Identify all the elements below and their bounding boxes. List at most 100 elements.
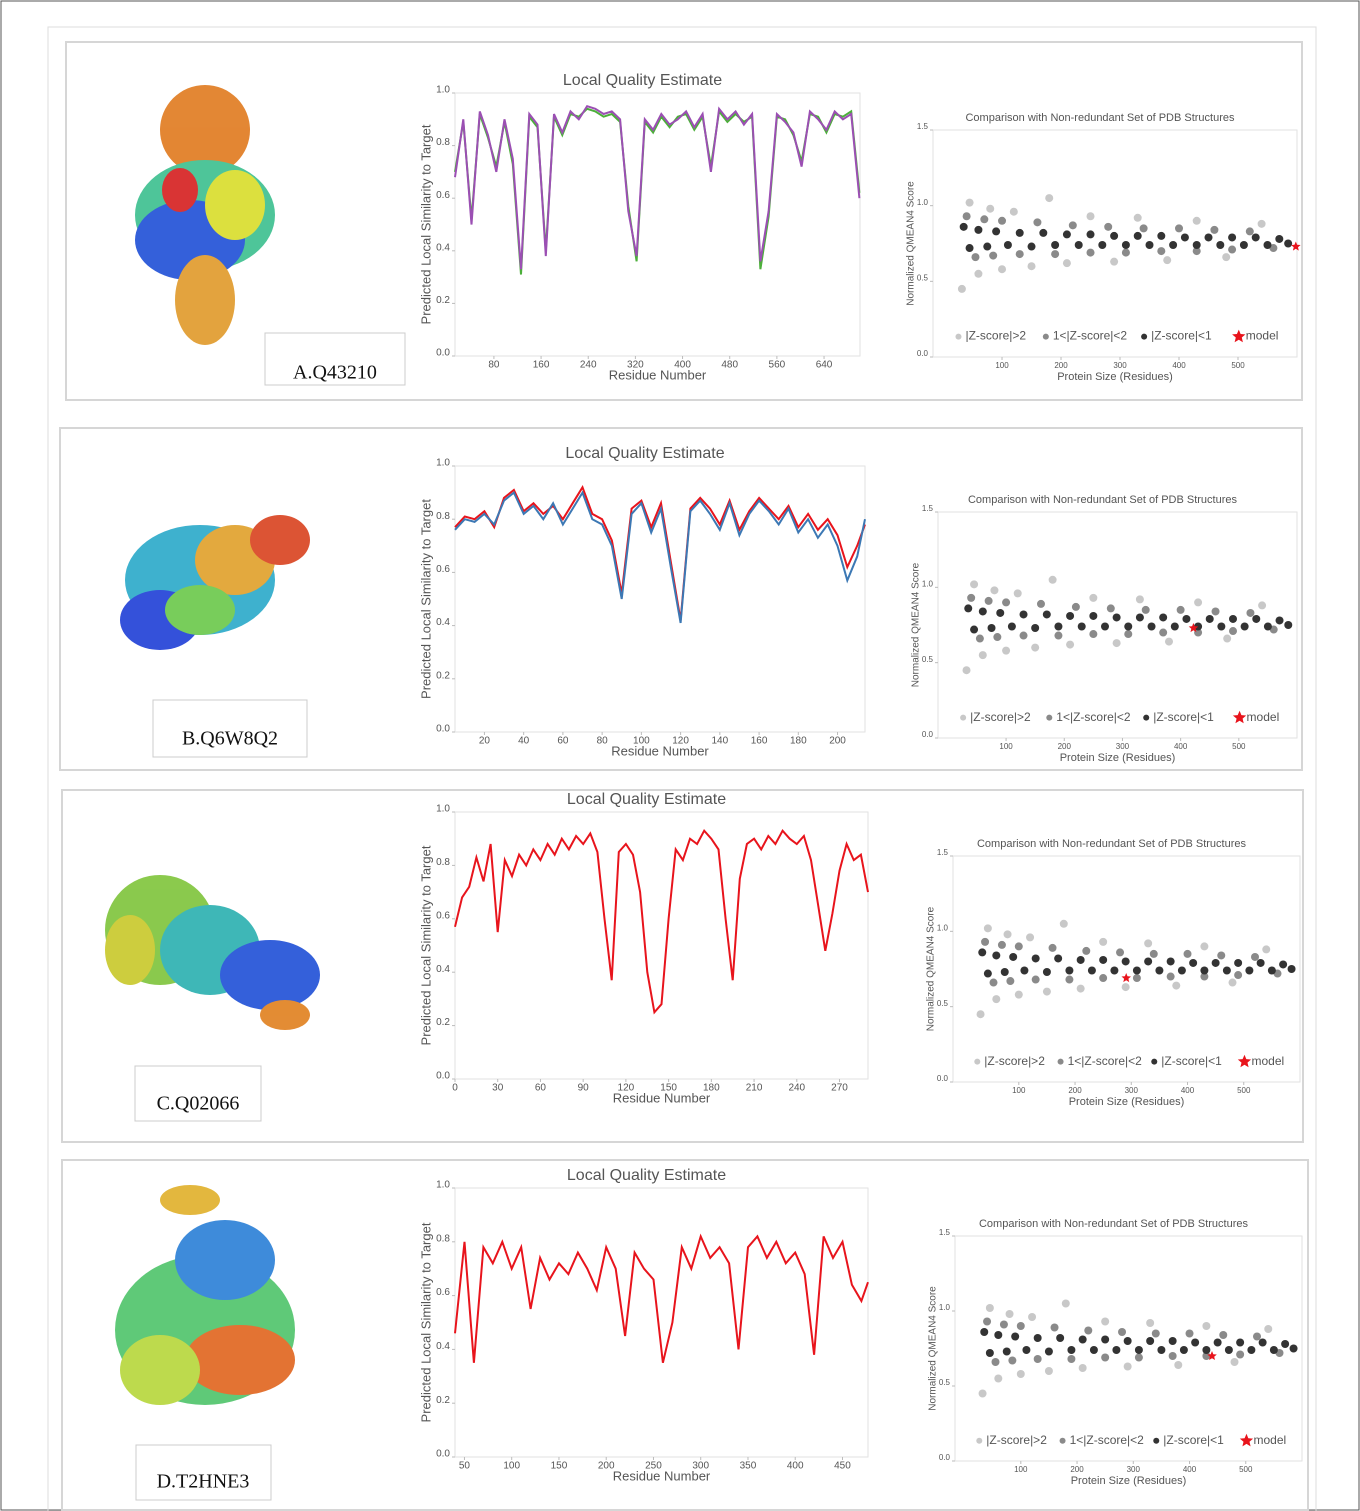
x-tick-label: 300 [1116, 742, 1130, 751]
scatter-point [1063, 259, 1071, 267]
x-tick-label: 500 [1231, 361, 1245, 370]
scatter-point [1150, 950, 1158, 958]
legend-label: |Z-score|>2 [970, 710, 1031, 724]
scatter-point [1253, 1333, 1261, 1341]
scatter-point [1222, 253, 1230, 261]
scatter-point [1004, 930, 1012, 938]
scatter-point [1107, 604, 1115, 612]
scatter-point [1099, 956, 1107, 964]
y-tick-label: 0.4 [436, 1341, 450, 1352]
x-tick-label: 400 [1172, 361, 1186, 370]
scatter-point [1236, 1351, 1244, 1359]
y-axis-label: Predicted Local Similarity to Target [418, 1222, 433, 1422]
scatter-point [974, 270, 982, 278]
scatter-point [1234, 971, 1242, 979]
scatter-point [1223, 967, 1231, 975]
scatter-point [1155, 967, 1163, 975]
scatter-point [1010, 208, 1018, 216]
scatter-point [1146, 241, 1154, 249]
legend-marker [1043, 334, 1049, 340]
scatter-point [1157, 247, 1165, 255]
scatter-point [1028, 1313, 1036, 1321]
x-tick-label: 200 [1058, 742, 1072, 751]
scatter-point [1045, 194, 1053, 202]
scatter-point [985, 597, 993, 605]
x-tick-label: 100 [1012, 1086, 1026, 1095]
scatter-point [1069, 221, 1077, 229]
scatter-point [1236, 1339, 1244, 1347]
chart-title: Local Quality Estimate [563, 72, 722, 89]
y-tick-label: 0.8 [436, 511, 450, 522]
scatter-point [1206, 615, 1214, 623]
x-tick-label: 100 [503, 1461, 520, 1472]
legend-marker [1046, 715, 1052, 721]
y-tick-label: 0.6 [436, 190, 450, 201]
scatter-point [1043, 610, 1051, 618]
scatter-point [1087, 212, 1095, 220]
scatter-point [1065, 967, 1073, 975]
scatter-point [1157, 232, 1165, 240]
x-tick-label: 90 [578, 1083, 590, 1094]
scatter-point [1075, 241, 1083, 249]
y-tick-label: 1.0 [436, 1180, 450, 1191]
scatter-point [1136, 595, 1144, 603]
scatter-point [1212, 959, 1220, 967]
chart-title: Local Quality Estimate [567, 791, 726, 808]
x-tick-label: 250 [645, 1461, 662, 1472]
scatter-point [1216, 241, 1224, 249]
scatter-point [1182, 615, 1190, 623]
chart-title: Comparison with Non-redundant Set of PDB… [977, 838, 1247, 850]
legend-label: model [1251, 1054, 1284, 1068]
scatter-point [966, 199, 974, 207]
scatter-point [1045, 1367, 1053, 1375]
x-tick-label: 60 [535, 1083, 547, 1094]
scatter-point [1251, 953, 1259, 961]
y-axis-label: Predicted Local Similarity to Target [418, 845, 433, 1045]
scatter-point [1000, 1321, 1008, 1329]
scatter-point [1078, 623, 1086, 631]
y-tick-label: 1.5 [917, 122, 929, 131]
scatter-point [966, 244, 974, 252]
scatter-point [964, 604, 972, 612]
x-tick-label: 140 [711, 736, 728, 747]
panel-label: A.Q43210 [293, 362, 377, 384]
scatter-point [1122, 249, 1130, 257]
legend-label: 1<|Z-score|<2 [1068, 1054, 1143, 1068]
scatter-point [1098, 241, 1106, 249]
scatter-point [1275, 235, 1283, 243]
x-tick-label: 80 [488, 360, 500, 371]
scatter-point [1077, 985, 1085, 993]
x-tick-label: 300 [1125, 1086, 1139, 1095]
x-tick-label: 480 [721, 360, 738, 371]
scatter-point [1008, 1357, 1016, 1365]
x-tick-label: 80 [597, 736, 609, 747]
y-tick-label: 0.0 [436, 348, 450, 359]
legend-label: |Z-score|>2 [984, 1054, 1045, 1068]
legend-label: model [1247, 710, 1280, 724]
y-axis-label: Normalized QMEAN4 Score [926, 906, 937, 1031]
scatter-point [1015, 991, 1023, 999]
scatter-point [1002, 647, 1010, 655]
y-tick-label: 0.6 [436, 910, 450, 921]
y-tick-label: 0.2 [436, 670, 450, 681]
legend-label: |Z-score|>2 [986, 1433, 1047, 1447]
scatter-point [1241, 623, 1249, 631]
scatter-point [1193, 217, 1201, 225]
scatter-point [1122, 983, 1130, 991]
figure: A.Q43210 B.Q6W8Q2 C.Q02066 D.T2HNE3 Loca… [0, 0, 1360, 1511]
scatter-point [1142, 606, 1150, 614]
x-tick-label: 160 [533, 360, 550, 371]
x-tick-label: 100 [1014, 1465, 1028, 1474]
x-tick-label: 150 [551, 1461, 568, 1472]
scatter-point [1020, 610, 1028, 618]
scatter-point [1031, 624, 1039, 632]
scatter-point [1066, 612, 1074, 620]
scatter-point [996, 609, 1004, 617]
scatter-point [1049, 576, 1057, 584]
plot-area [455, 93, 860, 356]
scatter-point [1101, 1318, 1109, 1326]
y-tick-label: 0.5 [922, 655, 934, 664]
y-axis-label: Normalized QMEAN4 Score [911, 562, 922, 687]
scatter-point [1167, 957, 1175, 965]
x-tick-label: 300 [1113, 361, 1127, 370]
